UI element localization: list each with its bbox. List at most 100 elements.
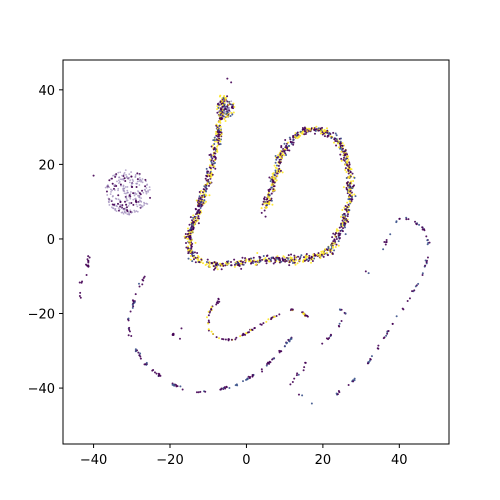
scatter-point <box>342 223 345 226</box>
scatter-point <box>115 210 118 213</box>
scatter-point <box>289 138 292 141</box>
scatter-point <box>205 260 208 263</box>
scatter-point <box>366 362 369 365</box>
scatter-point <box>348 198 351 201</box>
scatter-point <box>323 135 326 138</box>
scatter-point <box>196 211 199 214</box>
scatter-point <box>211 332 214 335</box>
scatter-point <box>278 158 281 161</box>
scatter-point <box>321 342 324 345</box>
scatter-point <box>275 315 278 318</box>
scatter-point <box>228 109 231 112</box>
scatter-point <box>223 386 226 389</box>
scatter-point <box>322 255 325 258</box>
scatter-point <box>135 186 138 189</box>
scatter-point <box>124 207 127 210</box>
scatter-point <box>189 227 192 230</box>
scatter-point <box>295 259 298 262</box>
scatter-point <box>367 272 370 275</box>
scatter-point <box>248 377 251 380</box>
scatter-point <box>332 232 335 235</box>
scatter-point <box>216 268 219 271</box>
scatter-point <box>413 289 416 292</box>
scatter-point <box>425 261 428 264</box>
scatter-point <box>340 320 343 323</box>
scatter-point <box>325 127 328 130</box>
scatter-point <box>339 223 342 226</box>
scatter-point <box>265 202 268 205</box>
scatter-point <box>216 105 219 108</box>
scatter-point <box>218 125 221 128</box>
scatter-point <box>345 219 348 222</box>
scatter-point <box>304 133 307 136</box>
scatter-point <box>274 169 277 172</box>
scatter-point <box>320 250 323 253</box>
scatter-point <box>210 161 213 164</box>
scatter-point <box>211 163 214 166</box>
scatter-point <box>310 402 313 405</box>
scatter-point <box>341 144 344 147</box>
scatter-point <box>382 337 385 340</box>
scatter-point <box>295 374 298 377</box>
scatter-point <box>189 240 192 243</box>
scatter-point <box>217 297 220 300</box>
y-tick-label: 20 <box>38 158 55 173</box>
scatter-point <box>213 155 216 158</box>
scatter-point <box>405 218 408 221</box>
scatter-point <box>205 174 208 177</box>
scatter-point <box>127 334 130 337</box>
scatter-point <box>207 319 210 322</box>
scatter-point <box>414 285 417 288</box>
scatter-point <box>278 349 281 352</box>
scatter-point <box>222 97 225 100</box>
scatter-point <box>125 195 128 198</box>
scatter-point <box>270 186 273 189</box>
scatter-point <box>232 102 235 105</box>
scatter-point <box>79 291 82 294</box>
scatter-point <box>364 270 367 273</box>
scatter-point <box>143 201 145 204</box>
scatter-point <box>284 258 287 261</box>
scatter-point <box>333 141 335 144</box>
scatter-point <box>240 267 243 270</box>
scatter-point <box>139 355 142 358</box>
x-tick-label: −40 <box>80 453 107 468</box>
scatter-point <box>308 128 311 131</box>
scatter-point <box>194 256 197 259</box>
scatter-point <box>337 244 340 247</box>
scatter-point <box>235 262 238 265</box>
scatter-point <box>401 307 404 310</box>
scatter-point <box>344 149 347 152</box>
x-tick-label: 40 <box>391 453 408 468</box>
scatter-point <box>282 255 285 258</box>
scatter-point <box>124 186 127 188</box>
scatter-point <box>273 181 276 184</box>
scatter-point <box>111 182 114 185</box>
scatter-point <box>214 132 217 135</box>
scatter-point <box>259 256 262 259</box>
scatter-point <box>319 257 322 260</box>
scatter-point <box>230 81 233 84</box>
scatter-point <box>344 205 347 208</box>
scatter-point <box>145 192 148 195</box>
scatter-point <box>411 290 414 293</box>
scatter-point <box>192 226 195 229</box>
scatter-point <box>213 136 216 139</box>
scatter-point <box>301 130 304 133</box>
scatter-point <box>200 203 203 206</box>
scatter-point <box>141 178 144 180</box>
scatter-point <box>208 164 211 167</box>
scatter-point <box>197 255 200 258</box>
scatter-point <box>303 366 306 369</box>
scatter-point <box>265 198 268 201</box>
scatter-point <box>186 227 189 230</box>
scatter-point <box>301 394 304 397</box>
scatter-point <box>278 313 281 316</box>
scatter-point <box>87 255 90 258</box>
scatter-point <box>129 179 132 182</box>
scatter-point <box>209 176 212 179</box>
scatter-point <box>117 207 120 209</box>
scatter-point <box>121 174 123 177</box>
scatter-point <box>268 360 271 363</box>
scatter-point <box>353 377 356 380</box>
